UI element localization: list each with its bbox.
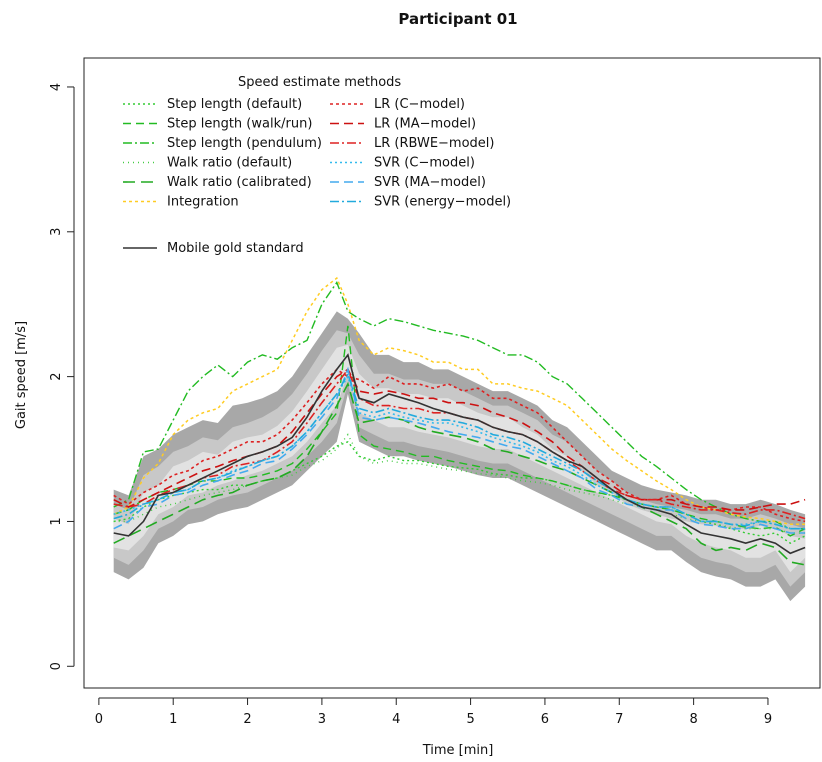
legend-label: Step length (walk/run) xyxy=(167,117,312,132)
legend-label: LR (MA−model) xyxy=(374,117,476,132)
y-tick-label: 1 xyxy=(49,517,64,525)
legend-label: LR (C−model) xyxy=(374,97,465,112)
band-outer xyxy=(113,311,806,602)
series-line-svr-energy-model xyxy=(113,371,806,530)
legend-label: SVR (energy−model) xyxy=(374,195,511,210)
confidence-bands xyxy=(113,311,806,602)
x-tick-label: 4 xyxy=(392,712,400,727)
legend-label: Walk ratio (default) xyxy=(167,156,292,171)
x-tick-label: 0 xyxy=(95,712,103,727)
legend-label: Integration xyxy=(167,195,239,210)
x-tick-label: 3 xyxy=(318,712,326,727)
band-inner xyxy=(113,344,806,573)
x-tick-label: 9 xyxy=(764,712,772,727)
band-middle xyxy=(113,330,806,587)
legend-label: SVR (MA−model) xyxy=(374,175,486,190)
y-axis-label: Gait speed [m/s] xyxy=(14,321,29,429)
x-tick-label: 6 xyxy=(541,712,549,727)
x-tick-label: 8 xyxy=(689,712,697,727)
series-lines xyxy=(113,276,806,566)
x-tick-label: 5 xyxy=(466,712,474,727)
y-tick-label: 4 xyxy=(49,83,64,91)
legend-title: Speed estimate methods xyxy=(238,75,401,90)
chart-title: Participant 01 xyxy=(398,10,517,28)
y-tick-label: 3 xyxy=(49,228,64,236)
x-axis-label: Time [min] xyxy=(422,743,494,758)
legend-label: SVR (C−model) xyxy=(374,156,475,171)
x-axis: 0 1 2 3 4 5 6 7 8 9 xyxy=(95,697,772,727)
x-tick-label: 2 xyxy=(243,712,251,727)
plot-frame xyxy=(83,57,821,689)
legend-label: LR (RBWE−model) xyxy=(374,136,494,151)
series-line-step-length-pendulum xyxy=(113,281,806,530)
y-tick-label: 2 xyxy=(49,372,64,380)
series-line-lr-ma-model xyxy=(113,368,806,511)
legend-label: Mobile gold standard xyxy=(167,241,304,256)
series-line-integration xyxy=(113,276,806,526)
legend: Speed estimate methods Step length (defa… xyxy=(123,75,511,256)
legend-label: Walk ratio (calibrated) xyxy=(167,175,312,190)
y-tick-label: 0 xyxy=(49,662,64,670)
legend-label: Step length (pendulum) xyxy=(167,136,322,151)
x-tick-label: 1 xyxy=(169,712,177,727)
x-tick-label: 7 xyxy=(615,712,623,727)
series-line-walk-ratio-calibrated xyxy=(113,381,806,566)
y-axis: 0 1 2 3 4 xyxy=(49,83,75,670)
series-line-svr-ma-model xyxy=(113,366,806,534)
series-line-mobile-gold-standard xyxy=(113,353,806,555)
legend-label: Step length (default) xyxy=(167,97,302,112)
